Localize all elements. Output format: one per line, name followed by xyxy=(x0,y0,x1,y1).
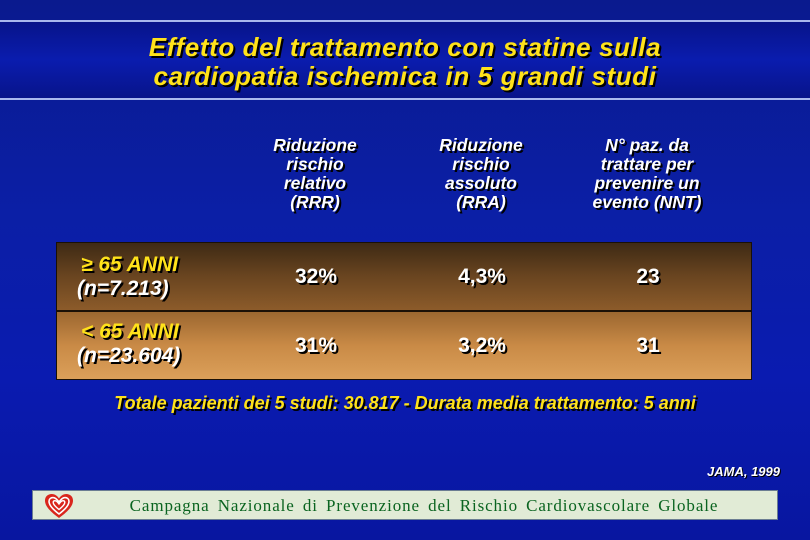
column-header-line: Riduzione xyxy=(273,135,357,155)
column-header-rrr: Riduzione rischio relativo (RRR) xyxy=(240,136,390,212)
cell-nnt: 23 xyxy=(636,265,660,288)
column-header-line: assoluto xyxy=(445,173,517,193)
age-group: < 65 ANNI xyxy=(81,320,179,343)
row-group-label: ≥ 65 ANNI (n=7.213) xyxy=(77,253,178,301)
cell-nnt: 31 xyxy=(636,334,660,357)
column-header-line: N° paz. da xyxy=(605,135,689,155)
cell-rrr: 32% xyxy=(294,265,338,288)
column-header-line: (RRA) xyxy=(456,192,506,212)
column-header-line: evento (NNT) xyxy=(592,192,702,212)
table-row-under-65: < 65 ANNI (n=23.604) 31% 3,2% 31 xyxy=(56,311,752,380)
column-header-line: trattare per xyxy=(600,154,694,174)
sample-size: (n=23.604) xyxy=(77,344,181,367)
campaign-bar: Campagna Nazionale di Prevenzione del Ri… xyxy=(32,490,778,520)
column-header-line: rischio xyxy=(286,154,344,174)
column-header-nnt: N° paz. da trattare per prevenire un eve… xyxy=(572,136,722,212)
sample-size: (n=7.213) xyxy=(77,277,169,300)
cell-rrr: 31% xyxy=(294,334,338,357)
slide-title-line-1: Effetto del trattamento con statine sull… xyxy=(148,32,662,62)
summary-note: Totale pazienti dei 5 studi: 30.817 - Du… xyxy=(114,393,696,413)
cell-rra: 4,3% xyxy=(458,265,506,288)
column-header-line: Riduzione xyxy=(439,135,523,155)
age-group: ≥ 65 ANNI xyxy=(81,253,179,276)
table-row-65-plus: ≥ 65 ANNI (n=7.213) 32% 4,3% 23 xyxy=(56,242,752,311)
column-header-line: prevenire un xyxy=(594,173,700,193)
column-header-line: relativo xyxy=(283,173,347,193)
title-band xyxy=(0,20,810,100)
cell-rra: 3,2% xyxy=(458,334,506,357)
heart-logo-icon xyxy=(45,494,73,518)
column-header-rra: Riduzione rischio assoluto (RRA) xyxy=(406,136,556,212)
column-header-line: (RRR) xyxy=(290,192,340,212)
campaign-text: Campagna Nazionale di Prevenzione del Ri… xyxy=(129,496,719,515)
row-group-label: < 65 ANNI (n=23.604) xyxy=(77,320,180,368)
source-citation: JAMA, 1999 xyxy=(707,464,780,479)
column-header-line: rischio xyxy=(452,154,510,174)
slide-title-line-2: cardiopatia ischemica in 5 grandi studi xyxy=(153,61,657,91)
